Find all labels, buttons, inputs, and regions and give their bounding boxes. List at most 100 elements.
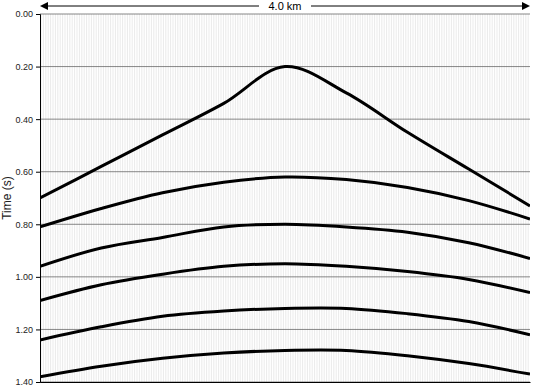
trace-line [480, 14, 481, 382]
trace-line [199, 14, 200, 382]
trace-line [115, 14, 116, 382]
trace-line [319, 14, 320, 382]
trace-line [285, 14, 286, 382]
trace-line [247, 14, 248, 382]
trace-line [53, 14, 54, 382]
y-tick-mark [36, 119, 40, 120]
trace-line [170, 14, 171, 382]
trace-line [45, 14, 46, 382]
trace-line [314, 14, 315, 382]
trace-line [269, 14, 270, 382]
y-tick: 1.20 [15, 325, 40, 335]
event-line [40, 264, 530, 301]
trace-line [521, 14, 522, 382]
trace-line [403, 14, 404, 382]
grid-line [40, 119, 530, 120]
trace-line [77, 14, 78, 382]
trace-line [367, 14, 368, 382]
trace-line [360, 14, 361, 382]
trace-line [396, 14, 397, 382]
trace-line [264, 14, 265, 382]
trace-line [175, 14, 176, 382]
x-axis-line [41, 382, 531, 383]
trace-line [72, 14, 73, 382]
trace-line [233, 14, 234, 382]
trace-line [156, 14, 157, 382]
trace-line [57, 14, 58, 382]
trace-line [425, 14, 426, 382]
y-tick-label: 0.80 [15, 220, 33, 230]
trace-line [204, 14, 205, 382]
trace-line [228, 14, 229, 382]
trace-line [127, 14, 128, 382]
y-axis-title: Time (s) [0, 176, 14, 220]
trace-line [441, 14, 442, 382]
trace-line [60, 14, 61, 382]
trace-line [281, 14, 282, 382]
trace-line [132, 14, 133, 382]
event-line [40, 66, 530, 205]
label-background [259, 0, 311, 12]
span-label: 4.0 km [268, 0, 301, 12]
trace-line [117, 14, 118, 382]
trace-line [309, 14, 310, 382]
arrow-head [40, 2, 48, 10]
trace-line [393, 14, 394, 382]
trace-line [504, 14, 505, 382]
trace-line [48, 14, 49, 382]
y-tick: 1.40 [15, 377, 40, 387]
trace-line [528, 14, 529, 382]
grid-line [40, 382, 530, 383]
trace-line [245, 14, 246, 382]
trace-line [343, 14, 344, 382]
y-tick-label: 0.40 [15, 115, 33, 125]
trace-line [197, 14, 198, 382]
trace-line [345, 14, 346, 382]
y-tick-mark [36, 224, 40, 225]
trace-line [163, 14, 164, 382]
trace-line [213, 14, 214, 382]
trace-line [91, 14, 92, 382]
trace-line [408, 14, 409, 382]
trace-line [331, 14, 332, 382]
y-tick-mark [36, 172, 40, 173]
trace-line [201, 14, 202, 382]
trace-line [158, 14, 159, 382]
trace-line [329, 14, 330, 382]
trace-line [153, 14, 154, 382]
trace-line [475, 14, 476, 382]
trace-line [451, 14, 452, 382]
x-axis [41, 382, 531, 383]
trace-line [209, 14, 210, 382]
trace-line [482, 14, 483, 382]
trace-line [338, 14, 339, 382]
series-group [40, 66, 530, 376]
y-tick: 0.00 [15, 9, 40, 19]
trace-line [149, 14, 150, 382]
trace-line [326, 14, 327, 382]
trace-line [177, 14, 178, 382]
y-tick-mark [36, 277, 40, 278]
y-tick-label: 1.00 [15, 272, 33, 282]
trace-line [355, 14, 356, 382]
trace-line [50, 14, 51, 382]
trace-line [81, 14, 82, 382]
trace-line [525, 14, 526, 382]
y-tick-label: 0.00 [15, 9, 33, 19]
trace-line [55, 14, 56, 382]
trace-line [374, 14, 375, 382]
trace-line [377, 14, 378, 382]
trace-line [429, 14, 430, 382]
y-axis: 0.000.200.400.600.801.001.201.40 [15, 9, 40, 387]
event-line [40, 308, 530, 340]
trace-line [254, 14, 255, 382]
trace-line [261, 14, 262, 382]
trace-line [129, 14, 130, 382]
trace-line [348, 14, 349, 382]
trace-line [266, 14, 267, 382]
trace-line [477, 14, 478, 382]
trace-line [465, 14, 466, 382]
trace-line [259, 14, 260, 382]
chart: 0.000.200.400.600.801.001.201.40Time (s)… [0, 0, 536, 390]
trace-line [485, 14, 486, 382]
